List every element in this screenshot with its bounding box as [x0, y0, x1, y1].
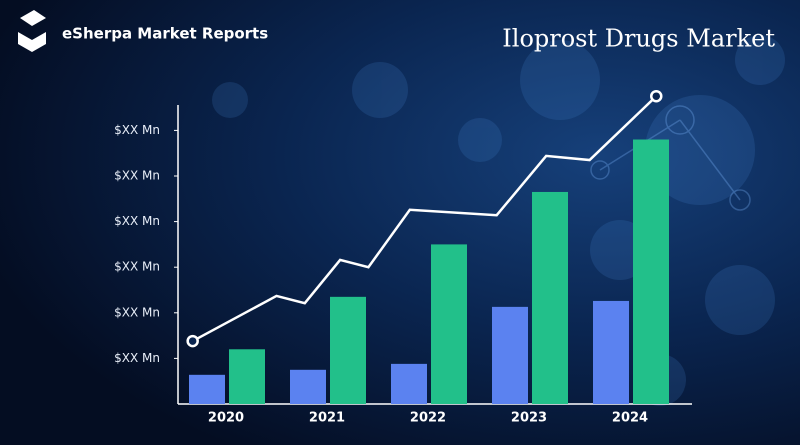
bar [431, 244, 467, 404]
bar [532, 191, 568, 404]
y-tick-label: $XX Mn [114, 305, 160, 319]
trend-line [192, 95, 658, 343]
x-tick-label: 2023 [511, 411, 547, 426]
y-tick-label: $XX Mn [114, 260, 160, 274]
bar [391, 363, 427, 404]
y-tick-label: $XX Mn [114, 123, 160, 137]
bar [290, 369, 326, 404]
bar [492, 306, 528, 404]
bar [633, 139, 669, 404]
trend-endpoint [186, 334, 199, 348]
bar [330, 296, 366, 404]
x-tick-label: 2021 [309, 411, 345, 426]
trend-endpoint [650, 89, 663, 103]
x-tick-label: 2024 [612, 411, 648, 426]
bar [189, 374, 225, 404]
logo [18, 10, 46, 52]
y-tick-label: $XX Mn [114, 169, 160, 183]
y-tick-label: $XX Mn [114, 214, 160, 228]
brand-name: eSherpa Market Reports [62, 25, 268, 43]
bar [593, 300, 629, 404]
x-tick-label: 2020 [208, 411, 244, 426]
bar [229, 349, 265, 404]
chart-title: Iloprost Drugs Market [502, 25, 775, 53]
y-tick-label: $XX Mn [114, 351, 160, 365]
x-tick-label: 2022 [410, 411, 446, 426]
